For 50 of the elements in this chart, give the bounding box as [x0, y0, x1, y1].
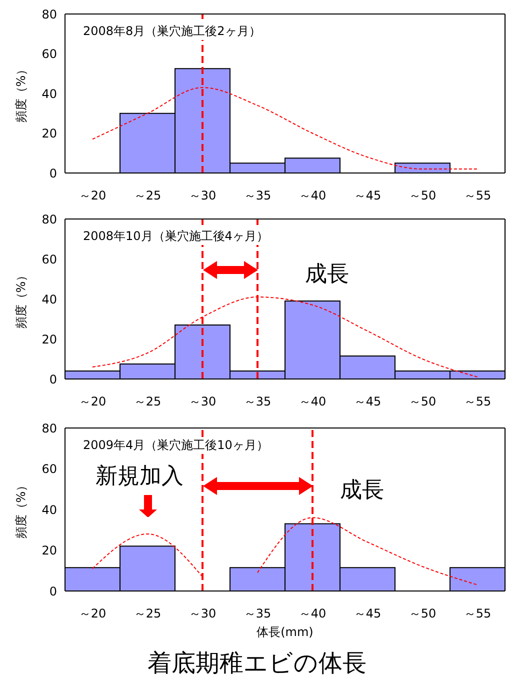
y-tick-label: 80 — [42, 7, 57, 22]
x-tick-label: ～50 — [408, 394, 436, 409]
text: 着底期稚エビの体長 — [146, 648, 368, 679]
x-tick-label: ～25 — [134, 394, 162, 409]
text: 2009年4月（巣穴施工後10ヶ月） — [81, 437, 270, 454]
y-tick-label: 60 — [42, 47, 57, 62]
y-tick-label: 20 — [42, 544, 57, 558]
annotation: 成長 — [304, 262, 349, 288]
y-axis-title: 頻度（%） — [13, 268, 29, 330]
y-tick-label: 0 — [49, 584, 57, 598]
x-tick-label: ～30 — [188, 606, 216, 621]
y-tick-label: 80 — [42, 212, 57, 226]
x-tick-label: ～50 — [408, 606, 436, 621]
x-tick-label: ～45 — [354, 188, 382, 203]
x-tick-label: ～40 — [298, 188, 326, 203]
x-tick-label: ～40 — [298, 394, 326, 409]
y-tick-label: 80 — [42, 421, 57, 436]
x-tick-label: ～50 — [408, 188, 436, 203]
x-tick-label: ～25 — [134, 606, 162, 621]
y-tick-label: 40 — [42, 292, 57, 306]
x-tick-label: ～55 — [464, 606, 492, 621]
annotation: 新規加入 — [95, 464, 184, 490]
x-tick-label: ～45 — [354, 394, 382, 409]
x-tick-label: ～30 — [188, 394, 216, 409]
annotation: 成長 — [340, 478, 384, 505]
y-tick-label: 20 — [42, 332, 57, 346]
x-tick-label: ～20 — [78, 606, 106, 621]
x-tick-label: ～20 — [78, 394, 106, 409]
y-tick-label: 20 — [42, 126, 57, 141]
x-tick-label: ～55 — [464, 394, 492, 409]
y-tick-label: 60 — [42, 462, 57, 476]
y-axis-title: 頻度（%） — [13, 62, 29, 125]
x-tick-label: ～35 — [244, 188, 272, 203]
x-tick-label: ～35 — [244, 606, 272, 621]
y-tick-label: 60 — [42, 252, 57, 266]
text: 2008年10月（巣穴施工後4ヶ月） — [81, 228, 270, 245]
x-tick-label: ～40 — [298, 606, 326, 621]
x-tick-label: ～45 — [354, 606, 382, 621]
y-tick-label: 40 — [42, 86, 57, 101]
x-tick-label: ～55 — [464, 188, 492, 203]
y-tick-label: 40 — [42, 502, 57, 517]
y-tick-label: 0 — [49, 166, 57, 180]
text: 2008年8月（巣穴施工後2ヶ月） — [81, 23, 263, 40]
x-tick-label: ～35 — [244, 394, 272, 409]
x-axis-title: 体長(mm) — [256, 624, 314, 641]
y-tick-label: 0 — [49, 372, 57, 386]
y-axis-title: 頻度（%） — [13, 478, 29, 541]
x-tick-label: ～25 — [134, 188, 162, 203]
x-tick-label: ～20 — [78, 188, 106, 203]
x-tick-label: ～30 — [188, 188, 216, 203]
